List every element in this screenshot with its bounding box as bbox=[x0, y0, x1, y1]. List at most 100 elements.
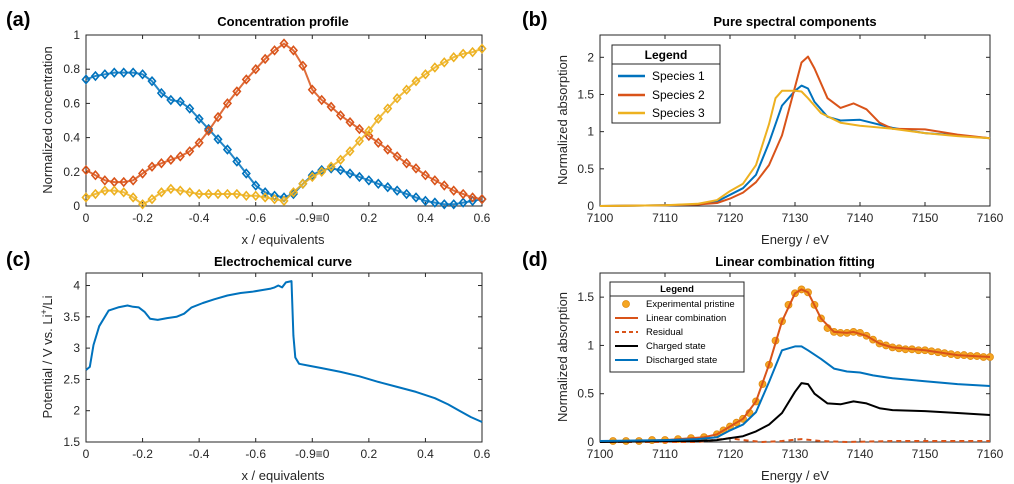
xtick-label: 0.2 bbox=[361, 447, 378, 461]
data-point bbox=[270, 45, 280, 56]
data-point bbox=[81, 74, 91, 85]
data-point bbox=[90, 70, 100, 82]
data-point bbox=[156, 187, 166, 198]
data-point bbox=[354, 135, 364, 147]
data-point bbox=[175, 185, 185, 196]
data-point bbox=[345, 146, 355, 157]
data-point bbox=[458, 48, 468, 60]
data-point bbox=[354, 171, 364, 183]
data-point bbox=[270, 193, 280, 205]
data-point bbox=[232, 86, 242, 97]
data-point bbox=[147, 193, 157, 205]
ytick-label: 0 bbox=[587, 435, 594, 449]
data-point bbox=[185, 187, 195, 198]
data-point bbox=[119, 176, 129, 188]
ytick-label: 2 bbox=[587, 50, 594, 64]
data-point bbox=[307, 170, 317, 181]
data-point bbox=[222, 98, 232, 109]
data-point bbox=[185, 103, 195, 114]
data-point bbox=[392, 185, 402, 196]
panel-d: (d) Linear combination fitting Energy / … bbox=[522, 249, 1004, 483]
panel-c: (c) Electrochemical curve x / equivalent… bbox=[6, 249, 491, 483]
data-point bbox=[81, 164, 91, 176]
panel-b-legend-box bbox=[611, 44, 721, 124]
data-point bbox=[420, 69, 430, 80]
data-point bbox=[109, 185, 119, 196]
data-point bbox=[156, 87, 166, 99]
xtick-label: -0.2 bbox=[132, 211, 153, 225]
ytick-label: 4 bbox=[73, 279, 80, 293]
panel-b-ylabel: Normalized absorption bbox=[555, 55, 570, 185]
xtick-label: 0.6 bbox=[474, 211, 491, 225]
data-point bbox=[213, 134, 223, 145]
panel-c-xlabel: x / equivalents bbox=[241, 468, 325, 483]
panel-a-xlabel: x / equivalents bbox=[241, 232, 325, 247]
data-point bbox=[439, 57, 449, 68]
panel-b-marks: 0 0.5 1 1.5 2 7100 7110 7120 7130 7140 7150 7160 bbox=[577, 35, 1004, 225]
panel-d-ylabel: Normalized absorption bbox=[555, 292, 570, 422]
data-point bbox=[364, 175, 374, 186]
xtick-label: -0.2 bbox=[132, 447, 153, 461]
data-point bbox=[100, 185, 110, 196]
data-point bbox=[222, 188, 232, 200]
data-point bbox=[336, 154, 346, 166]
data-point bbox=[430, 175, 440, 186]
panel-d-title: Linear combination fitting bbox=[715, 254, 875, 269]
xtick-label: -0.9≡0 bbox=[295, 211, 330, 225]
xtick-label: 7150 bbox=[912, 447, 939, 461]
data-point bbox=[288, 187, 298, 198]
data-point bbox=[260, 192, 270, 203]
data-point bbox=[241, 168, 251, 179]
data-point bbox=[449, 52, 459, 63]
ytick-label: 1.5 bbox=[577, 87, 594, 101]
data-point bbox=[166, 94, 176, 106]
ytick-label: 0.4 bbox=[63, 131, 80, 145]
legend-label-species-2: Species 2 bbox=[652, 88, 705, 102]
ytick-label: 0.2 bbox=[63, 165, 80, 179]
ytick-label: 0.8 bbox=[63, 62, 80, 76]
ytick-label: 1 bbox=[587, 125, 594, 139]
panel-c-ylabel: Potential / V vs. Li+/Li bbox=[39, 295, 55, 418]
panel-c-letter: (c) bbox=[6, 249, 30, 271]
data-point bbox=[128, 67, 138, 78]
panel-b-legend-title: Legend bbox=[645, 48, 688, 62]
legend-label-species-3: Species 3 bbox=[652, 106, 705, 120]
xtick-label: 0.2 bbox=[361, 211, 378, 225]
panel-d-marks: 0 0.5 1 1.5 7100 7110 7120 7130 7140 7150 7160 bbox=[577, 273, 1004, 461]
data-point bbox=[194, 113, 204, 125]
series-line bbox=[85, 280, 483, 423]
legend-label-residual: Residual bbox=[646, 327, 683, 338]
series-line bbox=[599, 382, 991, 443]
data-point bbox=[279, 38, 289, 49]
data-point bbox=[138, 69, 148, 80]
series-line bbox=[85, 42, 483, 201]
data-point bbox=[439, 199, 449, 210]
series-line bbox=[599, 89, 991, 207]
legend-label-charged: Charged state bbox=[646, 341, 706, 352]
data-point bbox=[468, 192, 478, 203]
data-point bbox=[128, 192, 138, 203]
data-point bbox=[402, 158, 412, 169]
panel-d-legend-box bbox=[609, 281, 745, 373]
data-point bbox=[213, 111, 223, 123]
data-point bbox=[260, 53, 270, 65]
data-point bbox=[232, 188, 242, 200]
data-point bbox=[411, 163, 421, 174]
data-point bbox=[392, 151, 402, 162]
panel-d-xlabel: Energy / eV bbox=[761, 468, 829, 483]
data-point bbox=[468, 46, 478, 58]
series-line bbox=[599, 345, 991, 442]
data-point bbox=[449, 199, 459, 210]
panel-a-axes bbox=[85, 34, 483, 207]
series-line bbox=[599, 288, 991, 443]
xtick-label: 7140 bbox=[847, 211, 874, 225]
data-point bbox=[336, 164, 346, 176]
xtick-label: 7110 bbox=[652, 211, 678, 225]
panel-d-legend: Legend Experimental pristine Linear comb… bbox=[609, 281, 745, 373]
data-point bbox=[458, 188, 468, 200]
ytick-label: 1 bbox=[587, 338, 594, 352]
data-point bbox=[326, 101, 336, 113]
panel-c-marks: 1.5 2 2.5 3 3.5 4 0 -0.2 -0.4 -0.6 -0.9≡0 0.2 0.4 0.6 bbox=[63, 273, 491, 461]
xtick-label: 7160 bbox=[977, 447, 1004, 461]
data-point bbox=[354, 123, 364, 135]
